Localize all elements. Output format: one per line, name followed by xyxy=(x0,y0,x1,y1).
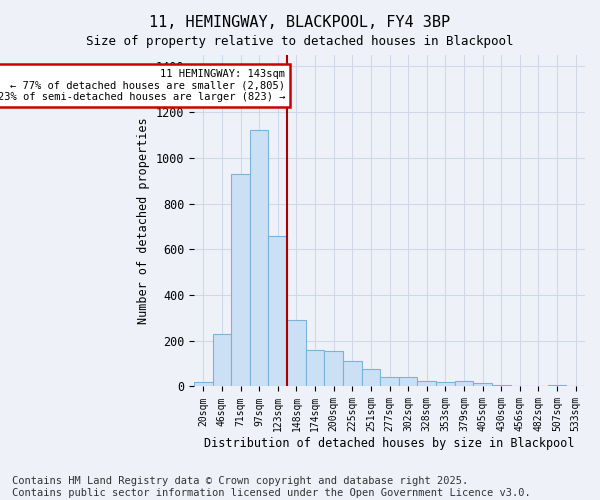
Bar xyxy=(455,382,473,386)
Bar xyxy=(362,370,380,386)
Bar xyxy=(268,236,287,386)
Text: 11, HEMINGWAY, BLACKPOOL, FY4 3BP: 11, HEMINGWAY, BLACKPOOL, FY4 3BP xyxy=(149,15,451,30)
Bar xyxy=(473,383,492,386)
Bar xyxy=(436,382,455,386)
Bar xyxy=(343,362,362,386)
Y-axis label: Number of detached properties: Number of detached properties xyxy=(137,118,150,324)
Bar xyxy=(250,130,268,386)
Bar xyxy=(194,382,212,386)
Bar xyxy=(380,377,399,386)
Bar xyxy=(306,350,325,387)
X-axis label: Distribution of detached houses by size in Blackpool: Distribution of detached houses by size … xyxy=(204,437,575,450)
Bar xyxy=(287,320,306,386)
Bar xyxy=(399,377,418,386)
Text: Size of property relative to detached houses in Blackpool: Size of property relative to detached ho… xyxy=(86,35,514,48)
Bar xyxy=(418,381,436,386)
Bar xyxy=(231,174,250,386)
Bar xyxy=(325,351,343,386)
Text: Contains HM Land Registry data © Crown copyright and database right 2025.
Contai: Contains HM Land Registry data © Crown c… xyxy=(12,476,531,498)
Text: 11 HEMINGWAY: 143sqm
← 77% of detached houses are smaller (2,805)
23% of semi-de: 11 HEMINGWAY: 143sqm ← 77% of detached h… xyxy=(0,68,285,102)
Bar xyxy=(548,384,566,386)
Bar xyxy=(212,334,231,386)
